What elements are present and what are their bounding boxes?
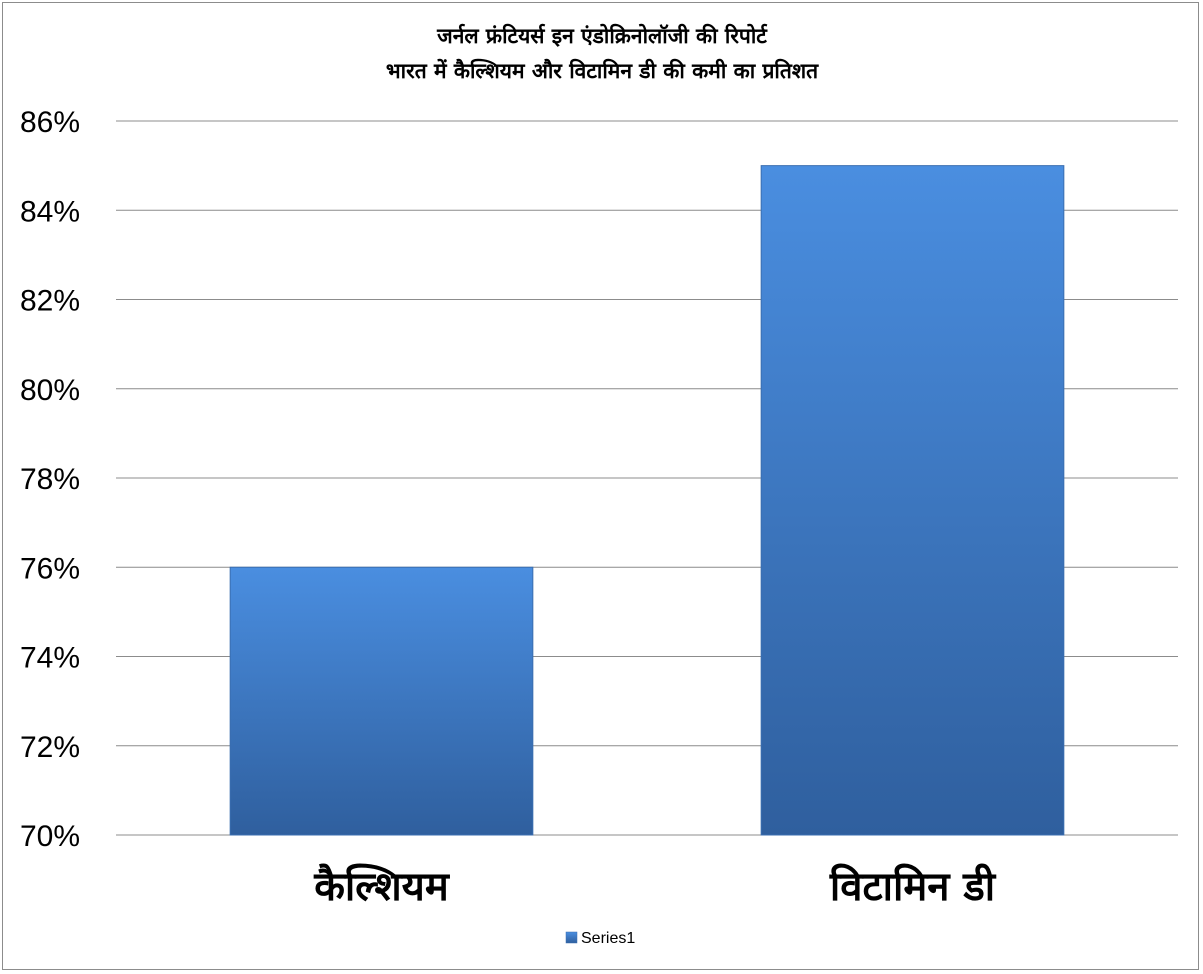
x-axis-tick-labels: कैल्शियम विटामिन डी: [313, 863, 997, 910]
legend-swatch-series1: [565, 931, 578, 944]
legend-label-series1: Series1: [581, 930, 635, 947]
legend: Series1: [565, 930, 635, 947]
x-tick-label: कैल्शियम: [313, 863, 451, 910]
y-tick-label: 76%: [20, 552, 80, 585]
y-tick-label: 70%: [20, 820, 80, 853]
x-tick-label: विटामिन डी: [829, 863, 997, 910]
y-tick-label: 72%: [20, 731, 80, 764]
y-tick-label: 84%: [20, 195, 80, 228]
y-tick-label: 82%: [20, 285, 80, 318]
bar-chart: जर्नल फ्रंटियर्स इन एंडोक्रिनोलॉजी की रि…: [20, 23, 1178, 947]
y-tick-label: 86%: [20, 106, 80, 139]
chart-title-line-2: भारत में कैल्शियम और विटामिन डी की कमी क…: [386, 58, 819, 83]
chart-title-line-1: जर्नल फ्रंटियर्स इन एंडोक्रिनोलॉजी की रि…: [436, 23, 768, 48]
y-tick-label: 80%: [20, 374, 80, 407]
y-tick-label: 74%: [20, 642, 80, 675]
y-axis-tick-labels: 70% 72% 74% 76% 78% 80% 82% 84% 86%: [20, 106, 80, 853]
bar-2: [760, 165, 1065, 836]
bar-1: [229, 566, 534, 836]
y-tick-label: 78%: [20, 463, 80, 496]
bars: [229, 165, 1065, 836]
